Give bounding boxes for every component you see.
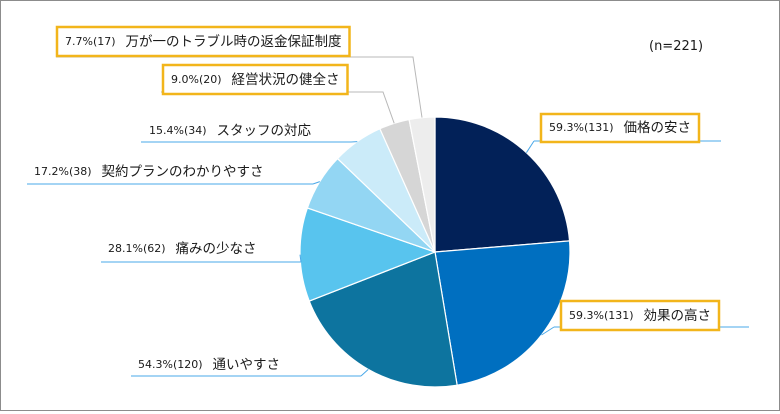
- slice-label: 54.3%(120) 通いやすさ: [138, 357, 280, 373]
- slice-label: 28.1%(62) 痛みの少なさ: [108, 240, 257, 257]
- leader-line: [361, 369, 368, 376]
- slice-value: 7.7%(17): [65, 35, 116, 48]
- pie-slice: [435, 241, 570, 385]
- slice-value: 54.3%(120): [138, 358, 203, 371]
- slice-label: 9.0%(20) 経営状況の健全さ: [163, 65, 348, 94]
- slice-name: 効果の高さ: [644, 307, 712, 324]
- slice-name: 価格の安さ: [624, 120, 692, 136]
- sample-size-label: (n=221): [649, 39, 703, 54]
- slice-name: スタッフの対応: [217, 123, 312, 139]
- slice-name: 万が一のトラブル時の返金保証制度: [126, 33, 342, 50]
- slice-label-text: 54.3%(120) 通いやすさ: [138, 357, 280, 373]
- slice-label: 17.2%(38) 契約プランのわかりやすさ: [34, 164, 264, 180]
- slice-label: 7.7%(17) 万が一のトラブル時の返金保証制度: [57, 27, 350, 56]
- slice-name: 痛みの少なさ: [176, 240, 257, 257]
- slice-label: 59.3%(131) 効果の高さ: [561, 301, 719, 330]
- slice-name: 経営状況の健全さ: [232, 71, 340, 88]
- slice-value: 59.3%(131): [569, 309, 634, 322]
- slice-name: 契約プランのわかりやすさ: [102, 164, 264, 180]
- slice-label-text: 15.4%(34) スタッフの対応: [149, 123, 312, 139]
- slice-value: 59.3%(131): [549, 121, 614, 134]
- slice-label: 59.3%(131) 価格の安さ: [541, 114, 699, 142]
- slice-label-text: 17.2%(38) 契約プランのわかりやすさ: [34, 164, 264, 180]
- leader-line: [161, 92, 394, 123]
- slice-label-text: 7.7%(17) 万が一のトラブル時の返金保証制度: [65, 33, 342, 50]
- leader-line: [526, 141, 534, 153]
- slice-value: 17.2%(38): [34, 165, 92, 178]
- slice-value: 15.4%(34): [149, 124, 207, 137]
- slice-value: 9.0%(20): [171, 73, 222, 86]
- slice-name: 通いやすさ: [213, 357, 281, 373]
- slice-label-text: 9.0%(20) 経営状況の健全さ: [171, 71, 340, 88]
- slice-label-text: 28.1%(62) 痛みの少なさ: [108, 240, 257, 257]
- slice-value: 28.1%(62): [108, 242, 166, 255]
- slice-label: 15.4%(34) スタッフの対応: [149, 123, 312, 139]
